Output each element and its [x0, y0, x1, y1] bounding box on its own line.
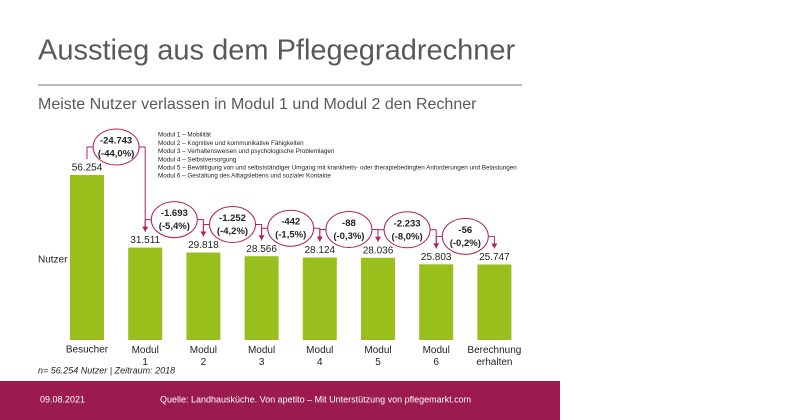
annotation-change: -56	[458, 225, 472, 236]
annotation-change: -88	[342, 218, 356, 229]
bar	[244, 256, 279, 340]
annotation-percent: (-0,2%)	[450, 238, 481, 249]
x-tick-label: Modul 1	[132, 345, 159, 368]
annotation-change: -1.252	[219, 213, 246, 224]
bar	[361, 257, 395, 340]
subtitle: Meiste Nutzer verlassen in Modul 1 und M…	[38, 96, 477, 113]
x-tick-label: Modul 3	[248, 345, 275, 368]
annotation-bubble	[441, 217, 489, 255]
x-tick-label: Modul 2	[190, 345, 217, 368]
module-note: Modul 1 – Mobilität	[158, 132, 211, 139]
connector	[261, 227, 269, 241]
y-label: Nutzer	[38, 255, 68, 266]
connector	[319, 229, 327, 242]
annotation-percent: (-0,3%)	[333, 231, 364, 242]
x-tick-label: Modul 4	[306, 345, 333, 368]
bar	[419, 264, 454, 340]
connector	[144, 219, 153, 232]
annotation-bubble	[92, 128, 140, 166]
connector	[86, 146, 95, 159]
annotation-change: -1.693	[161, 208, 188, 219]
value-label: 25.747	[479, 252, 510, 263]
bar	[477, 264, 512, 340]
value-label: 28.566	[246, 244, 277, 255]
annotation-percent: (-44,0%)	[98, 149, 134, 160]
value-label: 31.511	[130, 235, 160, 246]
connector	[202, 224, 211, 237]
annotation-change: -442	[281, 217, 300, 228]
bar	[302, 257, 337, 340]
footnote: n= 56.254 Nutzer | Zeitraum: 2018	[38, 365, 175, 375]
x-tick-label: Modul 5	[364, 345, 391, 368]
module-note: Modul 3 – Verhaltensweisen und psycholog…	[158, 148, 335, 155]
module-note: Modul 4 – Selbstversorgung	[158, 156, 237, 163]
connector	[377, 229, 386, 242]
x-tick-label: Besucher	[66, 345, 109, 356]
connector	[138, 146, 146, 232]
footer-source: Quelle: Landhausküche. Von apetito – Mit…	[160, 394, 471, 404]
bar	[128, 247, 163, 340]
annotation-bubble	[267, 209, 315, 247]
annotation-percent: (-8,0%)	[392, 231, 423, 242]
arrowhead	[491, 243, 498, 249]
value-label: 56.254	[72, 163, 103, 174]
annotation-percent: (-4,2%)	[217, 226, 248, 237]
value-label: 29.818	[188, 240, 219, 251]
module-note: Modul 6 – Gestaltung des Alltagslebens u…	[158, 173, 331, 180]
annotation-bubble	[209, 206, 256, 244]
value-label: 25.803	[421, 252, 452, 263]
annotation-percent: (-1,5%)	[275, 230, 306, 241]
bar	[186, 252, 221, 340]
value-label: 28.036	[363, 245, 394, 256]
footer-band	[0, 381, 560, 420]
annotation-bubble	[150, 201, 198, 239]
connector	[435, 235, 444, 249]
x-tick-label: Berechnung erhalten	[467, 345, 521, 368]
value-label: 28.124	[305, 245, 336, 256]
annotation-bubble	[325, 211, 373, 249]
module-note: Modul 5 – Bewältigung von und selbststän…	[158, 164, 517, 171]
x-tick-label: Modul 6	[423, 345, 450, 368]
module-note: Modul 2 – Kognitive und kommunikative Fä…	[158, 140, 304, 147]
footer-date: 09.08.2021	[40, 394, 85, 404]
annotation-change: -2.233	[394, 218, 421, 229]
annotation-percent: (-5,4%)	[159, 221, 190, 232]
annotation-bubble	[383, 211, 431, 249]
annotation-change: -24.743	[100, 136, 132, 147]
bar	[70, 175, 104, 340]
title: Ausstieg aus dem Pflegegradrechner	[38, 35, 516, 67]
